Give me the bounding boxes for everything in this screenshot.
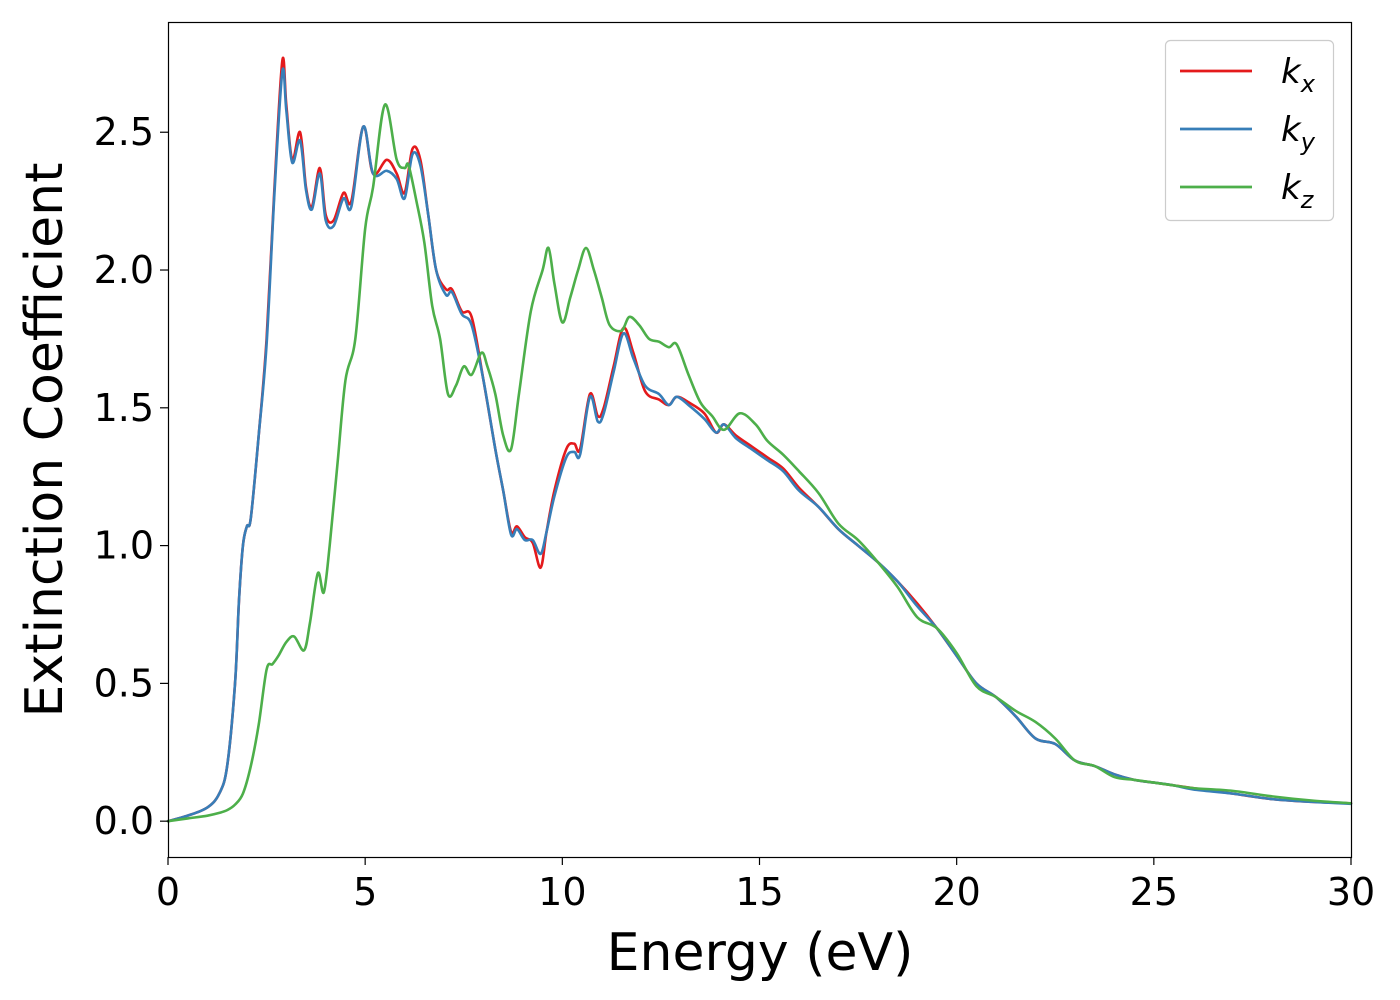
series-line-kz xyxy=(166,103,1353,823)
legend-box xyxy=(1164,39,1335,222)
x-axis-label: Energy (eV) xyxy=(607,923,914,983)
x-tick-label: 10 xyxy=(538,870,586,914)
x-tick-label: 15 xyxy=(735,870,783,914)
x-tick-label: 20 xyxy=(932,870,980,914)
x-axis: 0 5 10 15 20 25 30 xyxy=(156,857,1375,914)
y-tick-label: 1.0 xyxy=(94,524,154,568)
x-tick-label: 0 xyxy=(156,870,180,914)
y-tick-label: 1.5 xyxy=(94,386,154,430)
y-axis-label: Extinction Coefficient xyxy=(15,163,75,718)
x-tick-label: 25 xyxy=(1130,870,1178,914)
y-tick-label: 0.5 xyxy=(94,661,154,705)
y-tick-label: 2.5 xyxy=(94,110,154,154)
x-tick-label: 30 xyxy=(1327,870,1375,914)
series-layer xyxy=(166,56,1353,823)
y-tick-label: 2.0 xyxy=(94,248,154,292)
y-axis: 0.0 0.5 1.0 1.5 2.0 2.5 xyxy=(94,110,168,843)
x-tick-label: 5 xyxy=(353,870,377,914)
y-tick-label: 0.0 xyxy=(94,799,154,843)
